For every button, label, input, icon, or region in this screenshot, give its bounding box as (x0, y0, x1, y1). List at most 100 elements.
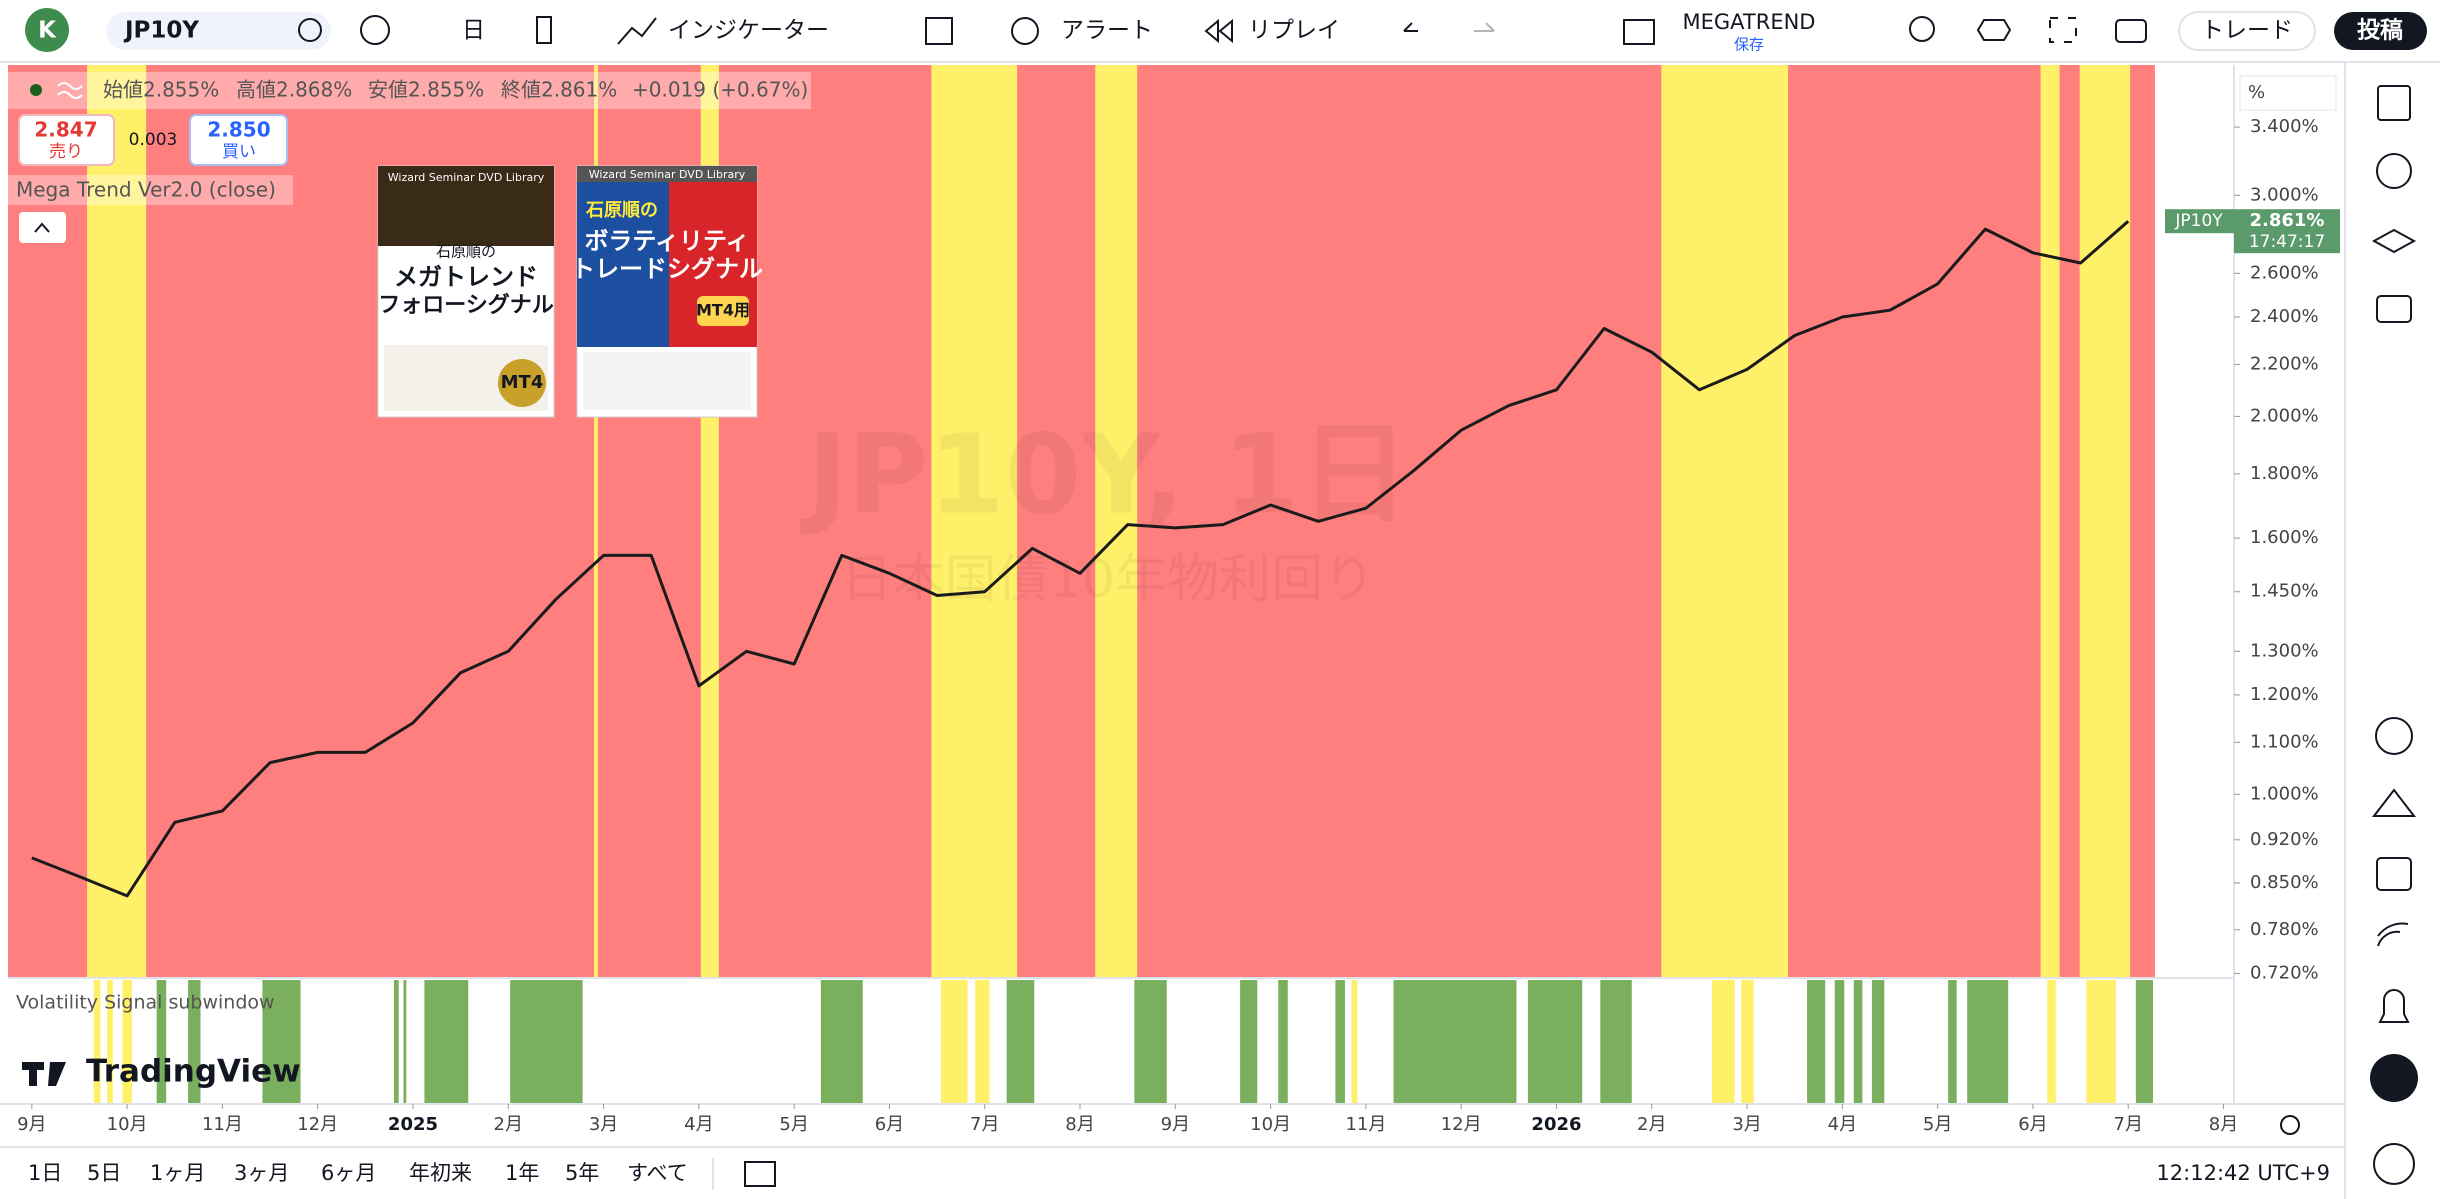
range-button[interactable]: 5日 (87, 1161, 121, 1185)
avatar-letter: K (38, 18, 57, 44)
x-tick-label: 7月 (970, 1114, 999, 1135)
book-author: 石原順の (436, 243, 496, 261)
signal-bar (424, 980, 468, 1104)
book-author: 石原順の (585, 200, 658, 221)
x-tick-label: 7月 (2114, 1114, 2143, 1135)
signal-bar (1007, 980, 1035, 1104)
replay-button[interactable]: リプレイ (1248, 18, 1340, 44)
x-tick-label: 4月 (1828, 1114, 1857, 1135)
signal-bar (2086, 980, 2116, 1104)
x-tick-label: 9月 (1161, 1114, 1190, 1135)
watermark-subtitle: 日本国債10年物利回り (841, 550, 1375, 610)
book-series: Wizard Seminar DVD Library (589, 168, 746, 181)
signal-bar (1967, 980, 2008, 1104)
x-tick-label: 12月 (1441, 1114, 1482, 1135)
signal-bar (1600, 980, 1631, 1104)
book-badge: MT4 (501, 372, 544, 393)
range-button[interactable]: 5年 (565, 1161, 599, 1185)
interval[interactable]: 日 (462, 18, 485, 44)
apps-icon[interactable] (2370, 1054, 2418, 1102)
last-price: 2.861% (2250, 210, 2325, 231)
x-tick-label: 8月 (2209, 1114, 2238, 1135)
signal-bar (1528, 980, 1582, 1104)
y-tick-label: 2.000% (2250, 405, 2319, 426)
ohlc-low: 安値2.855% (368, 78, 484, 102)
sell-label: 売り (49, 142, 83, 162)
page: JP10Y chart {"toolbar": {"avatar": "K", … (0, 0, 2440, 1199)
book-title: フォローシグナル (378, 292, 554, 318)
range-button[interactable]: 3ヶ月 (234, 1161, 289, 1185)
indicators-button[interactable]: インジケーター (668, 18, 829, 44)
layout-name[interactable]: MEGATREND (1683, 10, 1816, 34)
signal-bar (1854, 980, 1863, 1104)
buy-label: 買い (222, 142, 256, 162)
range-button[interactable]: 1日 (28, 1161, 62, 1185)
range-button[interactable]: 1ヶ月 (150, 1161, 205, 1185)
trend-zone (1661, 65, 1788, 978)
y-tick-label: 0.920% (2250, 829, 2319, 850)
subwindow-title: Volatility Signal subwindow (16, 992, 275, 1014)
brand-logo: TradingView (86, 1054, 301, 1090)
x-tick-label: 8月 (1065, 1114, 1094, 1135)
signal-bar (1835, 980, 1845, 1104)
legend-dot (30, 84, 42, 96)
sell-price: 2.847 (34, 118, 97, 142)
body: JP10Y, 1日日本国債10年物利回り Volatility Signal su… (0, 0, 2440, 1199)
book-bullets (583, 352, 751, 410)
clock: 12:12:42 UTC+9 (2156, 1161, 2330, 1185)
signal-bar (1394, 980, 1517, 1104)
x-tick-label: 5月 (1923, 1114, 1952, 1135)
y-tick-label: 1.200% (2250, 684, 2319, 705)
y-tick-label: 1.000% (2250, 783, 2319, 804)
signal-bar (403, 980, 406, 1104)
signal-bar (1335, 980, 1345, 1104)
watermark-title: JP10Y, 1日 (800, 410, 1410, 538)
layout-status: 保存 (1734, 36, 1764, 54)
x-tick-label: 4月 (684, 1114, 713, 1135)
toolbar: K JP10Y 日 インジケーター アラート リプレイ MEGATREND 保存… (0, 0, 2440, 62)
ohlc-change: +0.019 (+0.67%) (632, 78, 808, 102)
y-tick-label: 0.850% (2250, 872, 2319, 893)
x-tick-label: 2月 (1637, 1114, 1666, 1135)
signal-bar (1134, 980, 1166, 1104)
book-series: Wizard Seminar DVD Library (388, 171, 545, 184)
signal-bar (1278, 980, 1288, 1104)
y-tick-label: 0.720% (2250, 962, 2319, 983)
x-tick-label: 10月 (1250, 1114, 1291, 1135)
y-tick-label: 3.000% (2250, 184, 2319, 205)
buy-price: 2.850 (207, 118, 270, 142)
y-tick-label: 1.800% (2250, 463, 2319, 484)
book-badge: MT4用 (696, 301, 750, 320)
range-button[interactable]: 6ヶ月 (321, 1161, 376, 1185)
app: JP10Y, 1日日本国債10年物利回り Volatility Signal su… (0, 0, 2440, 1199)
indicator-name: Mega Trend Ver2.0 (close) (16, 178, 276, 202)
y-tick-label: 0.780% (2250, 919, 2319, 940)
alert-button[interactable]: アラート (1061, 18, 1153, 44)
y-tick-label: 1.100% (2250, 731, 2319, 752)
x-tick-label: 6月 (2018, 1114, 2047, 1135)
signal-bar (1948, 980, 1957, 1104)
y-tick-label: 3.400% (2250, 116, 2319, 137)
signal-bar (1741, 980, 1753, 1104)
book-title: ボラティリティ (584, 227, 749, 255)
publish-button[interactable]: 投稿 (2357, 17, 2403, 44)
range-button[interactable]: 1年 (505, 1161, 539, 1185)
x-tick-label: 11月 (1345, 1114, 1386, 1135)
collapse-button[interactable] (19, 212, 66, 243)
x-tick-label: 2025 (388, 1114, 438, 1135)
signal-bar (1240, 980, 1257, 1104)
book-title: メガトレンド (394, 263, 538, 291)
signal-bar (821, 980, 863, 1104)
range-button[interactable]: 年初来 (409, 1161, 472, 1185)
ohlc-close: 終値2.861% (501, 78, 617, 102)
ohlc-open: 始値2.855% (103, 78, 219, 102)
signal-bar (2047, 980, 2056, 1104)
x-tick-label: 2026 (1531, 1114, 1581, 1135)
x-tick-label: 3月 (1732, 1114, 1761, 1135)
ohlc-high: 高値2.868% (236, 78, 352, 102)
trade-button[interactable]: トレード (2201, 18, 2293, 44)
y-tick-label: 1.600% (2250, 527, 2319, 548)
signal-bar (1872, 980, 1884, 1104)
x-tick-label: 10月 (107, 1114, 148, 1135)
range-button[interactable]: すべて (627, 1161, 688, 1185)
